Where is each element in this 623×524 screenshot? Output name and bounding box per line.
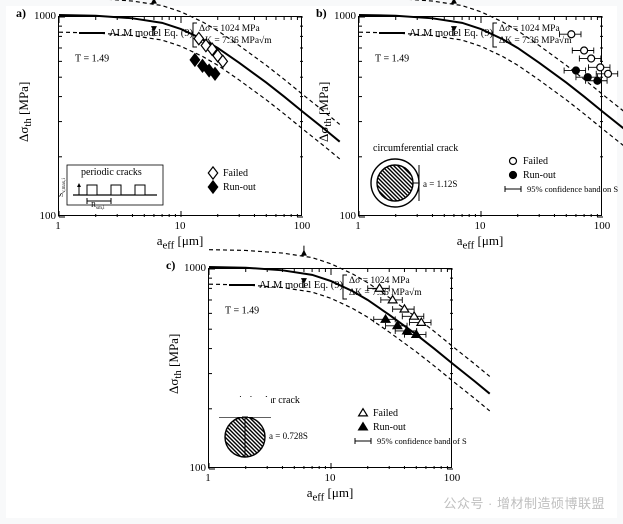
svg-text:Failed: Failed bbox=[523, 156, 548, 167]
panel-b: b) Δσth [MPa] ALM model Eq. (9)Δσ0 = 102… bbox=[314, 8, 610, 256]
svg-text:Δσ0 = 1024 MPa: Δσ0 = 1024 MPa bbox=[199, 24, 260, 34]
ylabel-a: Δσth [MPa] bbox=[16, 8, 34, 216]
ytick: 1000 bbox=[334, 10, 356, 22]
ytick: 100 bbox=[334, 210, 356, 222]
ytick: 1000 bbox=[184, 262, 206, 274]
ytick: 100 bbox=[184, 462, 206, 474]
svg-text:aeff = 1.122Sv,max,i: aeff = 1.122Sv,max,i bbox=[423, 179, 457, 189]
xlabel-a: aeff [μm] bbox=[58, 233, 302, 252]
svg-text:aeff = 0.7282Sv,max,i: aeff = 0.7282Sv,max,i bbox=[269, 431, 308, 441]
svg-text:Tσ,2.3-97.7% = 1.49: Tσ,2.3-97.7% = 1.49 bbox=[375, 53, 409, 64]
svg-text:ΔKth,LC = 7.36 MPa√m: ΔKth,LC = 7.36 MPa√m bbox=[499, 35, 572, 46]
panel-grid: a) Δσth [MPa] ALM model Eq. (9)Δσ0 = 102… bbox=[6, 6, 617, 518]
svg-text:ALM model Eq. (9): ALM model Eq. (9) bbox=[109, 28, 193, 39]
ytick: 100 bbox=[34, 210, 56, 222]
svg-text:periodic cracks: periodic cracks bbox=[81, 167, 142, 178]
svg-text:Run-out: Run-out bbox=[523, 170, 556, 181]
plot-b: ALM model Eq. (9) Δσ0 = 1024 MPaΔKth,LC =… bbox=[358, 16, 602, 216]
svg-text:95% confidence band on Sv,max,: 95% confidence band on Sv,max,i bbox=[527, 184, 618, 194]
svg-text:Failed: Failed bbox=[373, 408, 398, 419]
svg-text:ALM model Eq. (9): ALM model Eq. (9) bbox=[259, 280, 343, 291]
xtick: 10 bbox=[325, 472, 336, 484]
svg-text:Failed: Failed bbox=[223, 168, 248, 179]
figure-container: a) Δσth [MPa] ALM model Eq. (9)Δσ0 = 102… bbox=[6, 6, 617, 518]
xtick: 10 bbox=[175, 220, 186, 232]
svg-text:Δσ0 = 1024 MPa: Δσ0 = 1024 MPa bbox=[499, 24, 560, 34]
ylabel-b: Δσth [MPa] bbox=[316, 8, 334, 216]
plot-a: ALM model Eq. (9)Δσ0 = 1024 MPaΔKth,LC =… bbox=[58, 16, 302, 216]
svg-text:95% confidence band of Sv,max,: 95% confidence band of Sv,max,i bbox=[377, 436, 467, 446]
panel-c: c) Δσth [MPa] ALM model Eq. (9)Δσ0 = 102… bbox=[164, 260, 460, 508]
svg-text:Run-out: Run-out bbox=[373, 422, 406, 433]
ylabel-c: Δσth [MPa] bbox=[166, 260, 184, 468]
watermark-text: 公众号 · 增材制造硕博联盟 bbox=[443, 493, 605, 512]
xtick: 1 bbox=[205, 472, 211, 484]
svg-text:Sv,max,i: Sv,max,i bbox=[56, 178, 67, 197]
svg-text:ALM model Eq. (9): ALM model Eq. (9) bbox=[409, 28, 493, 39]
xtick: 100 bbox=[444, 472, 461, 484]
plot-c-svg: ALM model Eq. (9)Δσ0 = 1024 MPaΔKth,LC =… bbox=[209, 269, 453, 469]
xtick: 100 bbox=[294, 220, 311, 232]
plot-a-svg: ALM model Eq. (9)Δσ0 = 1024 MPaΔKth,LC =… bbox=[59, 17, 303, 217]
svg-text:Run-out: Run-out bbox=[223, 182, 256, 193]
svg-text:Tσ,2.3-97.7% = 1.49: Tσ,2.3-97.7% = 1.49 bbox=[75, 53, 109, 64]
svg-text:Tσ,2.3-97.7% = 1.49: Tσ,2.3-97.7% = 1.49 bbox=[225, 305, 259, 316]
xtick: 10 bbox=[475, 220, 486, 232]
xtick: 1 bbox=[355, 220, 361, 232]
panel-a: a) Δσth [MPa] ALM model Eq. (9)Δσ0 = 102… bbox=[14, 8, 310, 256]
svg-text:circumferential crack: circumferential crack bbox=[373, 143, 458, 154]
plot-b-svg: ALM model Eq. (9) Δσ0 = 1024 MPaΔKth,LC =… bbox=[359, 17, 603, 217]
xtick: 1 bbox=[55, 220, 61, 232]
xlabel-c: aeff [μm] bbox=[208, 485, 452, 504]
xlabel-b: aeff [μm] bbox=[358, 233, 602, 252]
xtick: 100 bbox=[594, 220, 611, 232]
plot-c: ALM model Eq. (9)Δσ0 = 1024 MPaΔKth,LC =… bbox=[208, 268, 452, 468]
ytick: 1000 bbox=[34, 10, 56, 22]
